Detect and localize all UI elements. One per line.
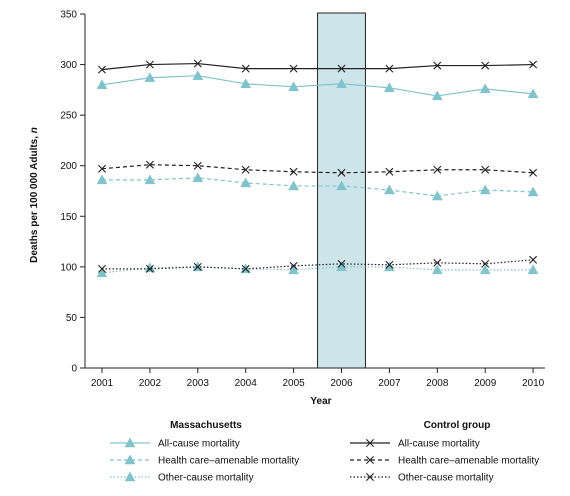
x-tick-label: 2008 [426,378,449,389]
data-point [336,78,347,89]
y-tick-label: 300 [60,60,77,71]
y-tick-label: 200 [60,161,77,172]
legend-label: All-cause mortality [398,439,480,450]
data-point [479,83,491,94]
data-point [527,186,539,197]
y-tick-label: 250 [60,111,77,122]
data-point [385,260,394,269]
data-point [383,184,395,195]
x-tick-label: 2005 [282,378,305,389]
x-tick-label: 2002 [139,378,162,389]
data-point [193,161,202,170]
x-tick-label: 2007 [378,378,401,389]
data-point [479,264,491,275]
x-tick-label: 2004 [235,378,258,389]
data-point [288,81,300,92]
data-point [289,261,298,270]
series-line-4 [101,164,534,174]
legend-marker [366,456,374,464]
legend-label: Health care–amenable mortality [158,456,299,467]
data-point [431,264,443,275]
data-point [431,90,443,101]
series-line-0 [101,75,534,97]
data-point [433,258,442,267]
data-point [241,165,250,174]
data-point [144,262,156,273]
y-axis-title-unit: n [29,127,40,133]
x-tick-label: 2010 [522,378,545,389]
data-point [241,64,250,73]
series-line-3 [101,62,534,71]
data-point [193,59,202,68]
data-point [383,82,395,93]
y-tick-label: 50 [66,313,78,324]
data-point [385,64,394,73]
data-point [145,60,154,69]
legend-marker [124,471,136,482]
x-axis-title: Year [310,396,331,407]
legend-label: Health care–amenable mortality [398,456,539,467]
legend-label: All-cause mortality [158,439,240,450]
data-point [288,264,300,275]
data-point [289,64,298,73]
data-point [145,264,154,273]
data-point [98,164,106,173]
data-point [96,79,108,90]
legend-group-title: Massachusetts [170,420,242,431]
data-point [337,64,346,73]
data-point [193,262,202,271]
data-point [241,264,250,273]
data-point [144,72,156,82]
x-tick-label: 2006 [330,378,353,389]
data-point [98,65,106,74]
data-point [98,264,106,273]
data-point [433,61,442,70]
data-point [383,261,395,272]
data-point [529,255,538,264]
data-point [527,264,539,275]
data-point [529,60,538,69]
data-point [529,168,538,177]
data-point [288,180,300,191]
data-point [481,165,490,174]
y-tick-label: 100 [60,262,77,273]
data-point [385,167,394,176]
data-point [144,174,156,185]
y-tick-label: 350 [60,10,77,21]
y-tick-label: 150 [60,212,77,223]
x-tick-label: 2009 [474,378,497,389]
data-point [527,88,539,99]
data-point [96,174,108,185]
y-axis-title-text: Deaths per 100 000 Adults, [29,133,40,263]
series-line-1 [102,177,534,197]
legend-marker [366,439,374,447]
data-point [481,259,490,268]
data-point [96,267,108,278]
y-axis-title: Deaths per 100 000 Adults, n [29,127,40,263]
data-point [431,190,443,201]
data-point [337,168,346,177]
legend-label: Other-cause mortality [398,473,494,484]
y-tick-label: 0 [71,364,77,375]
data-point [337,259,346,268]
data-point [433,165,442,174]
data-point [289,167,298,176]
data-point [240,177,252,188]
legend-marker [366,473,374,481]
legend-group-title: Control group [424,420,491,431]
data-point [479,184,491,195]
x-tick-label: 2001 [91,378,114,389]
highlight-band [317,12,366,369]
legend-marker [124,454,136,465]
data-point [192,172,204,183]
data-point [240,78,252,89]
data-point [145,160,154,169]
data-point [481,61,490,70]
x-tick-label: 2003 [187,378,210,389]
data-point [192,70,204,80]
data-point [336,180,347,191]
legend-label: Other-cause mortality [158,473,254,484]
legend-marker [124,437,136,448]
